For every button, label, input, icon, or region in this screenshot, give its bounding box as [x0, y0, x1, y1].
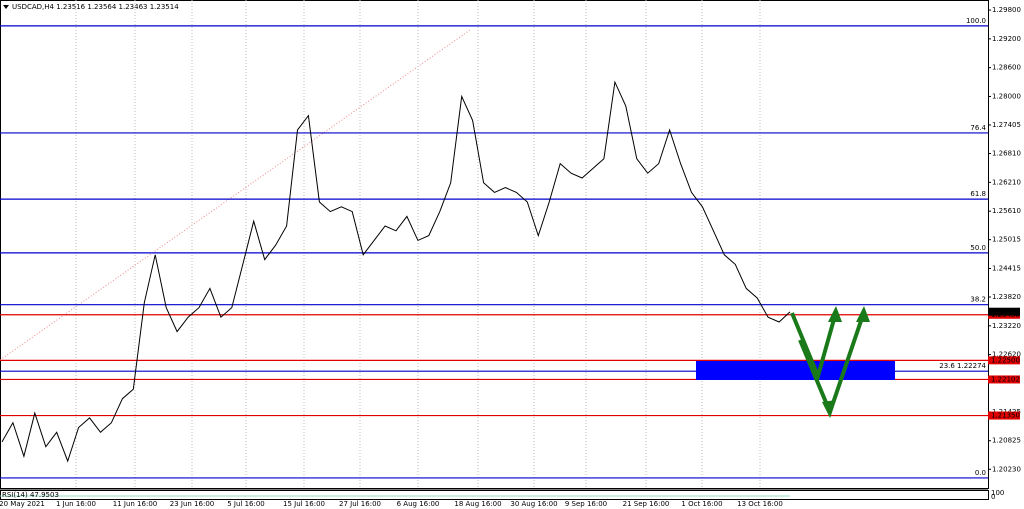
y-tick-label: 1.28600: [992, 64, 1021, 72]
fib-label: 50.0: [970, 244, 986, 252]
x-tick-label: 30 Aug 16:00: [510, 500, 557, 508]
x-tick-label: 23 Jun 16:00: [170, 500, 214, 508]
y-tick-label: 1.20825: [992, 437, 1021, 445]
y-tick-label: 1.29200: [992, 35, 1021, 43]
fib-label: 38.2: [970, 296, 986, 304]
y-tick-label: 1.23820: [992, 293, 1021, 301]
price-line: [1, 80, 791, 463]
arrowhead: [828, 306, 842, 322]
x-tick-label: 1 Jun 16:00: [56, 500, 96, 508]
menu-arrow[interactable]: [3, 5, 9, 9]
x-tick-label: 1 Oct 16:00: [681, 500, 722, 508]
y-tick-label: 1.26810: [992, 150, 1021, 158]
arrowhead: [856, 306, 870, 322]
x-tick-label: 6 Aug 16:00: [397, 500, 440, 508]
level-tag: [988, 375, 1020, 384]
x-tick-label: 18 Aug 16:00: [454, 500, 501, 508]
x-tick-label: 5 Jul 16:00: [227, 500, 265, 508]
x-tick-label: 13 Oct 16:00: [737, 500, 783, 508]
arrowhead: [822, 400, 836, 418]
indicator-tick: 0: [991, 493, 995, 501]
fib-label: 76.4: [970, 124, 986, 132]
level-tag: [988, 356, 1020, 365]
y-tick-label: 1.24415: [992, 264, 1021, 272]
x-tick-label: 20 May 2021: [0, 500, 45, 508]
fib-label: 0.0: [975, 469, 986, 477]
x-tick-label: 9 Sep 16:00: [565, 500, 607, 508]
x-tick-label: 21 Sep 16:00: [623, 500, 670, 508]
indicator-label: RSI(14) 47.9503: [2, 491, 59, 499]
y-tick-label: 1.23220: [992, 322, 1021, 330]
arrowheads: [822, 306, 870, 418]
indicator-frame: [0, 490, 989, 500]
fib-label: 61.8: [970, 190, 986, 198]
y-tick-label: 1.25015: [992, 236, 1021, 244]
price-tag: [988, 307, 1020, 316]
zone: [696, 361, 895, 380]
y-tick-label: 1.28000: [992, 92, 1021, 100]
y-tick-label: 1.27405: [992, 121, 1021, 129]
y-tick-label: 1.29800: [992, 6, 1021, 14]
x-tick-label: 15 Jul 16:00: [283, 500, 325, 508]
x-tick-label: 27 Jul 16:00: [339, 500, 381, 508]
level-tag: [988, 411, 1020, 420]
level-tag-label: 1.22102: [991, 375, 1020, 383]
level-tag-label: 1.21350: [991, 412, 1020, 420]
indicator-tick: 100: [991, 489, 1004, 497]
price-tag-label: 1.23514: [991, 308, 1020, 316]
y-tick-label: 1.26210: [992, 178, 1021, 186]
arrow-path: [790, 311, 838, 383]
fib-label: 100.0: [966, 17, 986, 25]
y-tick-label: 1.22620: [992, 351, 1021, 359]
y-tick-label: 1.25610: [992, 207, 1021, 215]
fib-label: 23.6 1.22274: [939, 362, 986, 370]
level-tag-label: 1.22500: [991, 356, 1020, 364]
header: USDCAD,H4 1.23516 1.23564 1.23463 1.2351…: [12, 3, 179, 11]
y-tick-label: 1.20230: [992, 465, 1021, 473]
x-tick-label: 11 Jun 16:00: [113, 500, 157, 508]
